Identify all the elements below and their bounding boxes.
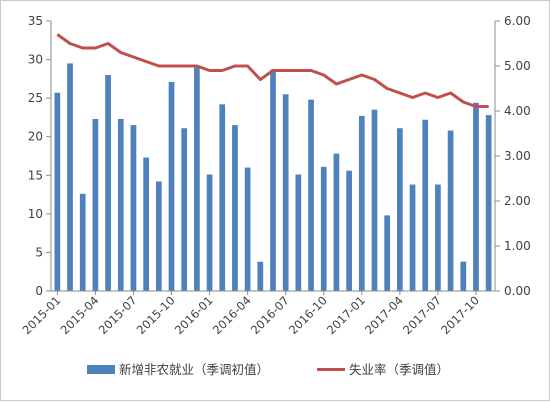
bar-2017-11 <box>486 115 492 291</box>
bar-2017-08 <box>448 131 454 291</box>
bar-2016-01 <box>207 175 213 291</box>
bar-2017-02 <box>372 110 378 291</box>
legend: 新增非农就业（季调初值） 失业率（季调值） <box>87 362 449 377</box>
right-tick-label: 6.00 <box>504 14 531 28</box>
left-tick-label: 5 <box>35 245 43 259</box>
bar-series <box>54 63 491 291</box>
left-tick-label: 20 <box>28 130 43 144</box>
x-tick-label: 2016-04 <box>210 293 254 337</box>
right-axis-ticks: 0.00 1.00 2.00 3.00 4.00 5.00 6.00 <box>495 14 531 298</box>
x-tick-label: 2017-07 <box>400 293 444 337</box>
x-axis-ticks: 2015-012015-042015-072015-102016-012016-… <box>20 291 483 337</box>
x-tick-label: 2015-01 <box>20 293 64 337</box>
left-tick-label: 35 <box>28 14 43 28</box>
x-tick-label: 2017-10 <box>438 293 482 337</box>
left-tick-label: 0 <box>35 284 43 298</box>
bar-2015-07 <box>131 125 137 291</box>
bar-2016-06 <box>270 70 276 291</box>
x-tick-label: 2016-07 <box>248 293 292 337</box>
bar-2016-07 <box>283 94 289 291</box>
right-tick-label: 5.00 <box>504 59 531 73</box>
left-tick-label: 10 <box>28 207 43 221</box>
right-tick-label: 2.00 <box>504 194 531 208</box>
bar-2016-09 <box>308 100 314 291</box>
bar-2016-04 <box>245 168 251 291</box>
x-tick-label: 2016-10 <box>286 293 330 337</box>
bar-2015-05 <box>105 75 111 291</box>
bar-2016-11 <box>334 154 340 291</box>
x-tick-label: 2015-04 <box>58 293 102 337</box>
legend-swatch-bar <box>87 365 115 374</box>
bar-2015-06 <box>118 119 124 291</box>
bar-2016-02 <box>219 104 225 291</box>
bar-2015-08 <box>143 158 149 291</box>
bar-2017-03 <box>384 215 390 291</box>
bar-2015-10 <box>169 82 175 291</box>
legend-label-line: 失业率（季调值） <box>349 362 449 377</box>
bar-2015-02 <box>67 63 73 291</box>
right-tick-label: 4.00 <box>504 104 531 118</box>
right-tick-label: 3.00 <box>504 149 531 163</box>
bar-2015-11 <box>181 128 187 291</box>
x-tick-label: 2017-01 <box>324 293 368 337</box>
bar-2017-09 <box>460 262 466 291</box>
left-tick-label: 15 <box>28 168 43 182</box>
x-tick-label: 2015-07 <box>96 293 140 337</box>
right-tick-label: 0.00 <box>504 284 531 298</box>
bar-2015-01 <box>54 93 60 291</box>
bar-2015-04 <box>93 119 99 291</box>
bar-2016-05 <box>257 262 263 291</box>
x-tick-label: 2017-04 <box>362 293 406 337</box>
bar-2016-10 <box>321 167 327 291</box>
bar-2017-10 <box>473 103 479 291</box>
bar-2017-06 <box>422 120 428 291</box>
bar-2016-12 <box>346 171 352 291</box>
bar-2017-07 <box>435 185 441 291</box>
bar-2017-04 <box>397 128 403 291</box>
bar-2015-03 <box>80 194 86 291</box>
left-tick-label: 25 <box>28 91 43 105</box>
x-tick-label: 2015-10 <box>134 293 178 337</box>
bar-2017-05 <box>410 185 416 291</box>
bar-2017-01 <box>359 116 365 291</box>
right-tick-label: 1.00 <box>504 239 531 253</box>
left-axis-ticks: 0 5 10 15 20 25 30 35 <box>28 14 51 298</box>
x-tick-label: 2016-01 <box>172 293 216 337</box>
bar-2015-12 <box>194 66 200 291</box>
bar-2016-08 <box>296 175 302 291</box>
left-tick-label: 30 <box>28 53 43 67</box>
bar-2016-03 <box>232 125 238 291</box>
legend-label-bar: 新增非农就业（季调初值） <box>119 362 269 377</box>
bar-2015-09 <box>156 181 162 291</box>
